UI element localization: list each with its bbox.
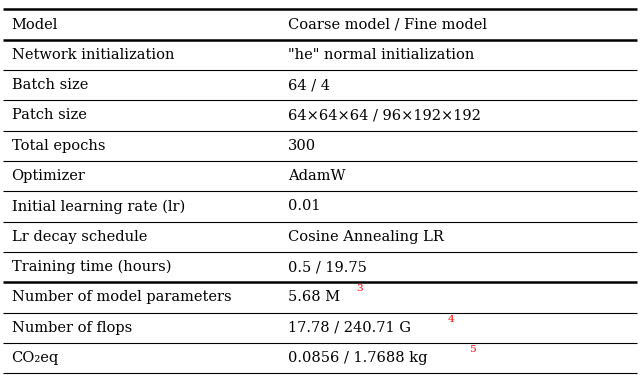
Text: Coarse model / Fine model: Coarse model / Fine model — [288, 18, 487, 32]
Text: Training time (hours): Training time (hours) — [12, 260, 171, 274]
Text: Lr decay schedule: Lr decay schedule — [12, 230, 147, 244]
Text: 0.5 / 19.75: 0.5 / 19.75 — [288, 260, 367, 274]
Text: 0.01: 0.01 — [288, 200, 321, 213]
Text: Cosine Annealing LR: Cosine Annealing LR — [288, 230, 444, 244]
Text: 5: 5 — [469, 345, 476, 354]
Text: Batch size: Batch size — [12, 78, 88, 92]
Text: 17.78 / 240.71 G: 17.78 / 240.71 G — [288, 321, 411, 334]
Text: AdamW: AdamW — [288, 169, 346, 183]
Text: Network initialization: Network initialization — [12, 48, 174, 62]
Text: CO₂eq: CO₂eq — [12, 351, 59, 365]
Text: 0.0856 / 1.7688 kg: 0.0856 / 1.7688 kg — [288, 351, 428, 365]
Text: Number of flops: Number of flops — [12, 321, 132, 334]
Text: Patch size: Patch size — [12, 108, 86, 123]
Text: "he" normal initialization: "he" normal initialization — [288, 48, 474, 62]
Text: 64×64×64 / 96×192×192: 64×64×64 / 96×192×192 — [288, 108, 481, 123]
Text: Number of model parameters: Number of model parameters — [12, 290, 231, 304]
Text: 300: 300 — [288, 139, 316, 153]
Text: 5.68 M: 5.68 M — [288, 290, 340, 304]
Text: Optimizer: Optimizer — [12, 169, 85, 183]
Text: Total epochs: Total epochs — [12, 139, 105, 153]
Text: 64 / 4: 64 / 4 — [288, 78, 330, 92]
Text: 4: 4 — [448, 315, 455, 324]
Text: 3: 3 — [356, 284, 363, 293]
Text: Initial learning rate (lr): Initial learning rate (lr) — [12, 199, 185, 214]
Text: Model: Model — [12, 18, 58, 32]
